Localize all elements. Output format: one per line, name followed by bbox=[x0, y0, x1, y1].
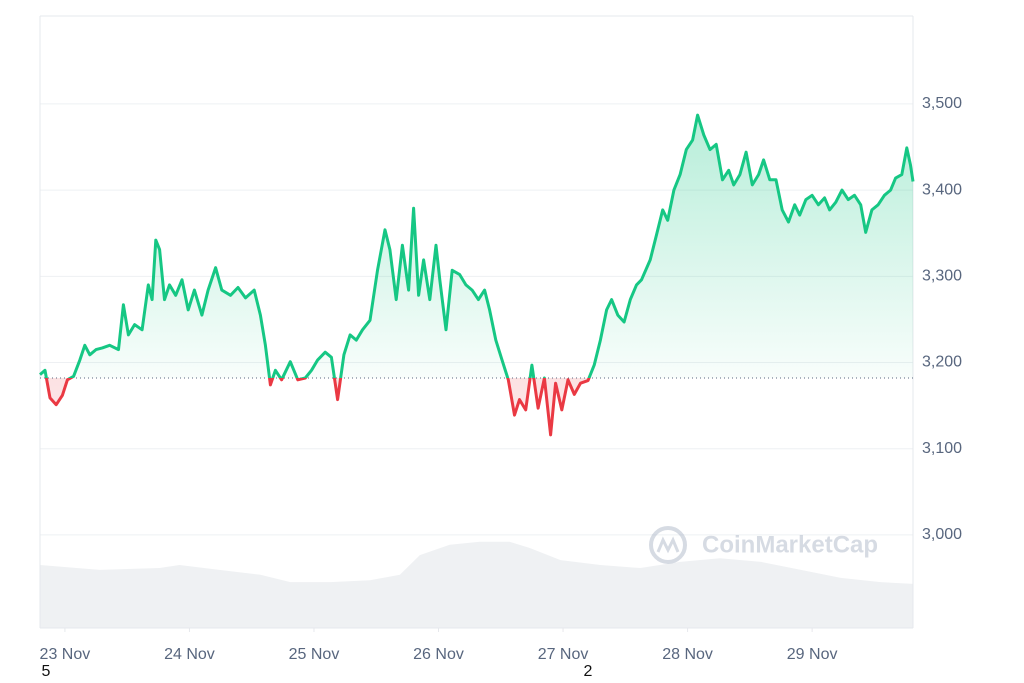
x-tick-label: 23 Nov bbox=[40, 646, 91, 663]
x-tick-label: 24 Nov bbox=[164, 646, 215, 663]
x-tick-label: 27 Nov bbox=[538, 646, 589, 663]
y-tick-label: 3,300 bbox=[922, 268, 962, 285]
x-tick-label: 25 Nov bbox=[289, 646, 340, 663]
price-line bbox=[39, 113, 915, 437]
y-tick-label: 3,400 bbox=[922, 181, 962, 198]
y-tick-label: 3,000 bbox=[922, 526, 962, 543]
annotation: 5 bbox=[42, 663, 51, 680]
x-tick-label: 28 Nov bbox=[662, 646, 713, 663]
price-area bbox=[40, 115, 913, 435]
x-tick-label: 29 Nov bbox=[787, 646, 838, 663]
x-tick-label: 26 Nov bbox=[413, 646, 464, 663]
annotation: 2 bbox=[584, 663, 593, 680]
watermark-logo-mark bbox=[656, 536, 680, 554]
watermark-logo bbox=[649, 526, 687, 564]
y-tick-label: 3,500 bbox=[922, 95, 962, 112]
watermark-text: CoinMarketCap bbox=[702, 531, 878, 558]
y-tick-label: 3,100 bbox=[922, 440, 962, 457]
y-tick-label: 3,200 bbox=[922, 354, 962, 371]
watermark: CoinMarketCap bbox=[649, 526, 878, 564]
volume-area bbox=[40, 541, 913, 628]
